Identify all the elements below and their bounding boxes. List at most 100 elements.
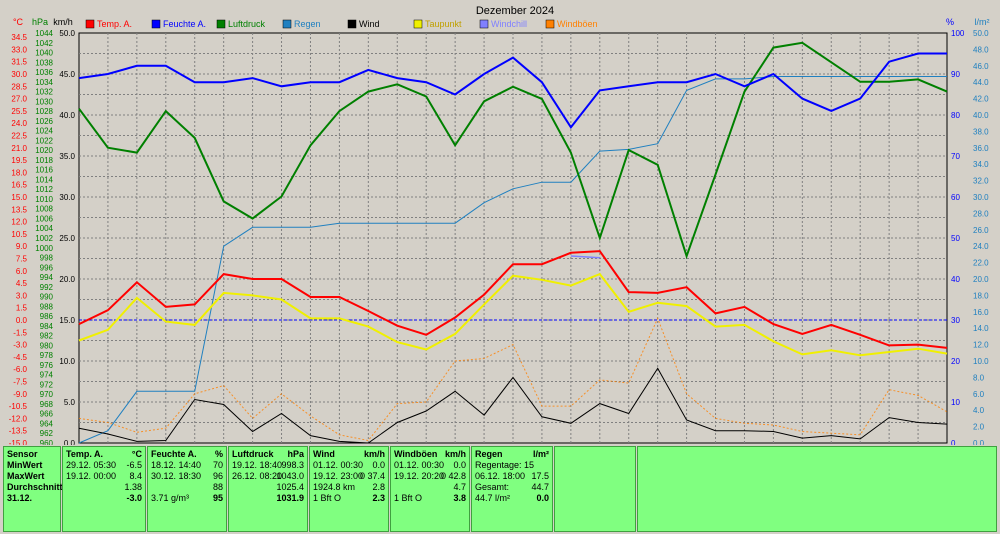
feuchte-a-line	[78, 52, 947, 130]
axis-ticks: 1234567891011121314151617181920212223242…	[9, 29, 989, 445]
legend-swatch	[216, 19, 226, 29]
rain-axis-tick: 16.0	[973, 308, 989, 317]
humidity-panel: Feuchte A.% 18.12. 14:40 70 30.12. 18:30 9…	[147, 446, 227, 532]
series-lines	[78, 41, 948, 444]
legend-swatch	[413, 19, 423, 29]
maxwert-label: MaxWert	[7, 471, 45, 481]
rain-header: Regen	[475, 449, 503, 459]
luftdruck-line	[78, 41, 948, 260]
temp-axis-tick: 21.0	[11, 144, 27, 153]
temp-max-value: 8.4	[129, 471, 142, 481]
humidity-axis-tick: 100	[951, 29, 965, 38]
rain-axis-tick: 12.0	[973, 341, 989, 350]
pressure-max-time: 26.12. 08:20	[232, 471, 283, 481]
pressure-axis-tick: 960	[40, 439, 54, 445]
temp-min-value: -6.5	[126, 460, 142, 470]
durchschnitt-label: Durchschnitt	[7, 482, 63, 492]
gust-avg: 4.7	[453, 482, 466, 492]
rain-unit: l/m²	[532, 449, 549, 459]
temp-min-time: 29.12. 05:30	[66, 460, 117, 470]
legend-label: Wind	[359, 19, 380, 29]
wind-header: Wind	[313, 449, 335, 459]
gust-unit: km/h	[444, 449, 466, 459]
temp-panel: Temp. A. °C 29.12. 05:30 -6.5 19.12. 00:00…	[62, 446, 146, 532]
pressure-axis-tick: 998	[40, 254, 54, 263]
wind-distance: 1924.8 km	[313, 482, 356, 492]
humidity-max-value: 96	[212, 471, 223, 481]
pressure-axis-tick: 982	[40, 332, 54, 341]
wind-axis-unit: km/h	[53, 17, 73, 27]
temp-axis-tick: 13.5	[11, 205, 27, 214]
pressure-axis-tick: 974	[40, 371, 54, 380]
pressure-axis-tick: 1022	[35, 136, 53, 145]
rain-axis-tick: 38.0	[973, 127, 989, 136]
gust-min-time: 01.12. 00:30	[394, 460, 445, 470]
pressure-axis-tick: 1010	[35, 195, 53, 204]
gust-min-value: 0.0	[453, 460, 466, 470]
humidity-axis-tick: 10	[951, 398, 960, 407]
temp-axis-tick: 24.0	[11, 119, 27, 128]
pressure-axis-tick: 988	[40, 302, 54, 311]
temp-axis-tick: 1.5	[16, 304, 28, 313]
wind-max-time: 19.12. 23:00	[313, 471, 364, 481]
wind-axis-tick: 25.0	[59, 234, 75, 243]
temp-axis-tick: -3.0	[13, 341, 27, 350]
rain-today: 0.0	[536, 493, 549, 503]
wind-today: 2.3	[372, 493, 385, 503]
pressure-axis-tick: 964	[40, 419, 54, 428]
sensor-header: Sensor	[7, 449, 38, 459]
humidity-axis-tick: 80	[951, 111, 960, 120]
axis-units: °C hPa km/h % l/m²	[13, 17, 990, 27]
pressure-axis-tick: 1002	[35, 234, 53, 243]
grid	[79, 33, 947, 443]
wind-panel: Wind km/h 01.12. 00:30 0.0 19.12. 23:00 0 3…	[309, 446, 389, 532]
humidity-max-time: 30.12. 18:30	[151, 471, 202, 481]
gust-today: 3.8	[453, 493, 466, 503]
temp-axis-tick: 7.5	[16, 255, 28, 264]
temp-axis-tick: -6.0	[13, 365, 27, 374]
temp-axis-tick: -7.5	[13, 378, 27, 387]
temp-axis-tick: 30.0	[11, 70, 27, 79]
weather-chart: Dezember 2024 °C hPa km/h % l/m² 1234567…	[9, 5, 990, 445]
temp-axis-tick: 3.0	[16, 291, 28, 300]
temp-axis-tick: 22.5	[11, 132, 27, 141]
taupunkt-line	[78, 272, 948, 357]
pressure-min-value: 998.3	[281, 460, 304, 470]
pressure-axis-tick: 1026	[35, 117, 53, 126]
humidity-header: Feuchte A.	[151, 449, 197, 459]
pressure-axis-tick: 990	[40, 293, 54, 302]
humidity-axis-tick: 30	[951, 316, 960, 325]
rain-axis-tick: 14.0	[973, 324, 989, 333]
pressure-axis-tick: 970	[40, 390, 54, 399]
temp-axis-tick: 33.0	[11, 45, 27, 54]
pressure-min-time: 19.12. 18:40	[232, 460, 283, 470]
pressure-axis-tick: 1036	[35, 68, 53, 77]
temp-axis-tick: 10.5	[11, 230, 27, 239]
pressure-axis-tick: 1008	[35, 205, 53, 214]
wind-axis-tick: 50.0	[59, 29, 75, 38]
temp-axis-tick: 16.5	[11, 181, 27, 190]
temp-axis-tick: -12.0	[9, 414, 28, 423]
sensor-panel: Sensor MinWert MaxWert Durchschnitt 31.1…	[3, 446, 63, 532]
humidity-absolute: 3.71 g/m³	[151, 493, 190, 503]
rain-axis-tick: 44.0	[973, 78, 989, 87]
pressure-axis-tick: 984	[40, 322, 54, 331]
rain-month: 44.7 l/m²	[475, 493, 511, 503]
wind-axis-tick: 40.0	[59, 111, 75, 120]
humidity-axis-tick: 60	[951, 193, 960, 202]
temp-axis-tick: -10.5	[9, 402, 28, 411]
rain-axis-tick: 46.0	[973, 62, 989, 71]
wind-min-value: 0.0	[372, 460, 385, 470]
pressure-axis-unit: hPa	[32, 17, 48, 27]
humidity-axis-tick: 0	[951, 439, 956, 445]
humidity-axis-tick: 20	[951, 357, 960, 366]
rain-axis-unit: l/m²	[975, 17, 990, 27]
humidity-today: 95	[212, 493, 223, 503]
rain-axis-tick: 40.0	[973, 111, 989, 120]
wind-unit: km/h	[363, 449, 385, 459]
rain-axis-tick: 28.0	[973, 209, 989, 218]
rain-axis-tick: 8.0	[973, 373, 985, 382]
pressure-panel: Luftdruck hPa 19.12. 18:40 998.3 26.12. 08…	[228, 446, 308, 532]
pressure-avg: 1025.4	[276, 482, 304, 492]
pressure-axis-tick: 978	[40, 351, 54, 360]
